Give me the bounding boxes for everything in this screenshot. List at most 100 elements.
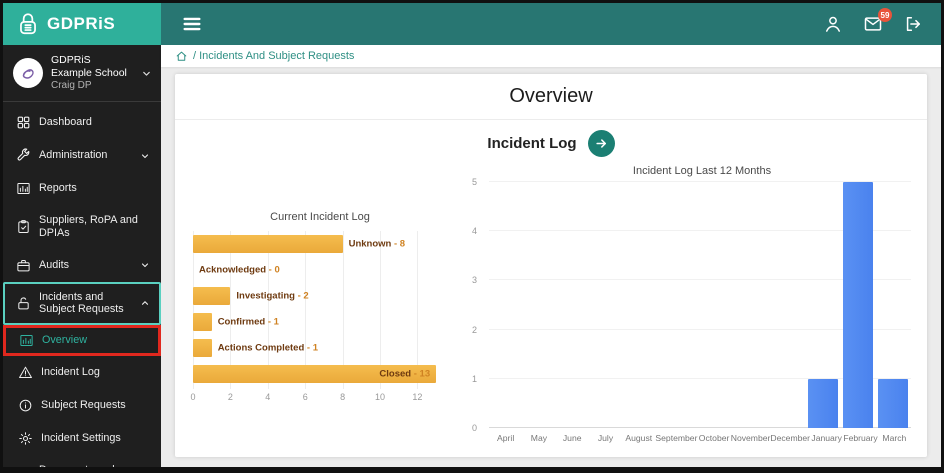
sidebar-item-label: Reports	[39, 182, 77, 195]
info-circle-icon	[18, 398, 33, 413]
school-name: GDPRiS Example School	[51, 54, 127, 79]
chart-x-axis: 0 2 4 6 8 10 12	[190, 392, 438, 405]
bar-row: Unknown - 8	[193, 231, 438, 257]
brand-logo[interactable]: GDPRiS	[3, 3, 161, 45]
sidebar-item-suppliers-ropa-and-dpias[interactable]: Suppliers, RoPA and DPIAs	[3, 205, 161, 248]
current-incident-log-chart: Current Incident Log Unknown - 8 Acknowle…	[189, 211, 451, 443]
gear-icon	[18, 431, 33, 446]
x-tick-label: 2	[227, 392, 233, 402]
gridline	[489, 427, 911, 428]
bar-row: Actions Completed - 1	[193, 335, 438, 361]
gridline	[417, 231, 419, 389]
sidebar-item-label: Subject Requests	[41, 399, 126, 412]
bar-row: Confirmed - 1	[193, 309, 438, 335]
bar-february	[843, 182, 874, 428]
envelope-icon	[863, 14, 883, 34]
y-tick-label: 0	[472, 423, 478, 433]
notification-badge: 59	[878, 8, 892, 22]
bar-confirmed	[193, 313, 212, 331]
y-tick-label: 5	[472, 177, 478, 187]
x-tick-label: 6	[302, 392, 308, 402]
sidebar-item-label: Incidents and Subject Requests	[39, 290, 124, 316]
x-tick-label: 0	[190, 392, 196, 402]
bar-label: Unknown - 8	[348, 238, 406, 250]
school-profile[interactable]: GDPRiS Example School Craig DP	[3, 45, 161, 103]
bar-label: Closed - 13	[379, 368, 431, 380]
bar-march	[878, 378, 909, 428]
sidebar-item-dashboard[interactable]: Dashboard	[3, 106, 161, 139]
x-tick-label: November	[730, 433, 771, 443]
sidebar-item-label: Incident Settings	[41, 432, 121, 445]
menu-toggle-button[interactable]	[181, 13, 203, 35]
arrow-right-icon	[594, 136, 609, 151]
x-tick-label: September	[655, 433, 698, 443]
sidebar-item-audits[interactable]: Audits	[3, 249, 161, 282]
gridline	[342, 231, 344, 389]
user-name: Craig DP	[51, 80, 92, 92]
sidebar-item-label: Administration	[39, 149, 108, 162]
bar-actions-completed	[193, 339, 212, 357]
chevron-up-icon	[139, 297, 151, 309]
gridline	[489, 279, 911, 281]
gridline	[230, 231, 232, 389]
bar-unknown	[193, 235, 343, 253]
x-tick-label: 4	[265, 392, 271, 402]
gridline	[193, 231, 194, 389]
overview-card: Overview Incident Log Current Incident L…	[175, 74, 927, 457]
sidebar-item-administration[interactable]: Administration	[3, 139, 161, 172]
sidebar-item-overview[interactable]: Overview	[3, 325, 161, 357]
messages-button[interactable]: 59	[863, 8, 892, 34]
y-tick-label: 4	[472, 226, 478, 237]
top-toolbar: 59	[161, 3, 941, 45]
sidebar-item-label: Incident Log	[41, 366, 100, 379]
chevron-down-icon	[139, 259, 151, 271]
home-icon[interactable]	[175, 50, 188, 63]
sidebar-item-reports[interactable]: Reports	[3, 172, 161, 205]
sidebar-item-label: Suppliers, RoPA and DPIAs	[39, 214, 138, 239]
sidebar-item-documents-and-training[interactable]: Documents and Training	[3, 455, 161, 467]
brand-name: GDPRiS	[47, 14, 116, 33]
bar-row: Closed - 13	[193, 361, 438, 387]
padlock-open-icon	[16, 296, 31, 311]
x-tick-label: March	[882, 433, 907, 443]
bar-january	[808, 378, 839, 428]
bar-label: Confirmed - 1	[217, 316, 279, 328]
gridline	[305, 231, 307, 389]
sidebar: GDPRiS Example School Craig DP Dashboard…	[3, 45, 161, 467]
sidebar-item-label: Dashboard	[39, 116, 92, 129]
x-tick-label: 12	[412, 392, 423, 402]
chevron-down-icon	[139, 150, 151, 162]
clipboard-check-icon	[16, 219, 31, 234]
main-area: / Incidents And Subject Requests Overvie…	[161, 45, 941, 467]
school-avatar	[13, 58, 43, 89]
incident-log-12-months-chart: Incident Log Last 12 Months 0 1 2 3 4 5 April…	[467, 165, 915, 443]
sidebar-item-subject-requests[interactable]: Subject Requests	[3, 389, 161, 422]
profile-button[interactable]	[823, 14, 843, 34]
sidebar-item-incident-log[interactable]: Incident Log	[3, 356, 161, 389]
x-tick-label: April	[497, 433, 515, 443]
gridline	[489, 328, 911, 330]
logout-icon	[903, 14, 923, 34]
bar-chart-icon	[16, 181, 31, 196]
logout-button[interactable]	[903, 14, 923, 34]
sidebar-item-incidents-and-subject-requests[interactable]: Incidents and Subject Requests	[3, 281, 161, 326]
x-tick-label: February	[843, 433, 878, 443]
chevron-down-icon	[140, 67, 153, 80]
x-tick-label: June	[562, 433, 582, 443]
wrench-icon	[16, 148, 31, 163]
breadcrumb-path[interactable]: / Incidents And Subject Requests	[193, 50, 355, 62]
hamburger-icon	[181, 13, 203, 35]
bar-label: Investigating - 2	[236, 290, 309, 302]
y-tick-label: 1	[472, 373, 478, 384]
sidebar-item-incident-settings[interactable]: Incident Settings	[3, 422, 161, 455]
x-tick-label: October	[698, 433, 730, 443]
dashboard-grid-icon	[16, 115, 31, 130]
page-title: Overview	[509, 85, 593, 107]
sidebar-item-label: Documents and Training	[39, 464, 131, 467]
chart-title: Incident Log Last 12 Months	[632, 165, 772, 177]
incident-log-nav-button[interactable]	[587, 130, 615, 157]
bar-row: Investigating - 2	[193, 283, 438, 309]
bar-closed	[193, 365, 437, 383]
warning-triangle-icon	[18, 365, 33, 380]
